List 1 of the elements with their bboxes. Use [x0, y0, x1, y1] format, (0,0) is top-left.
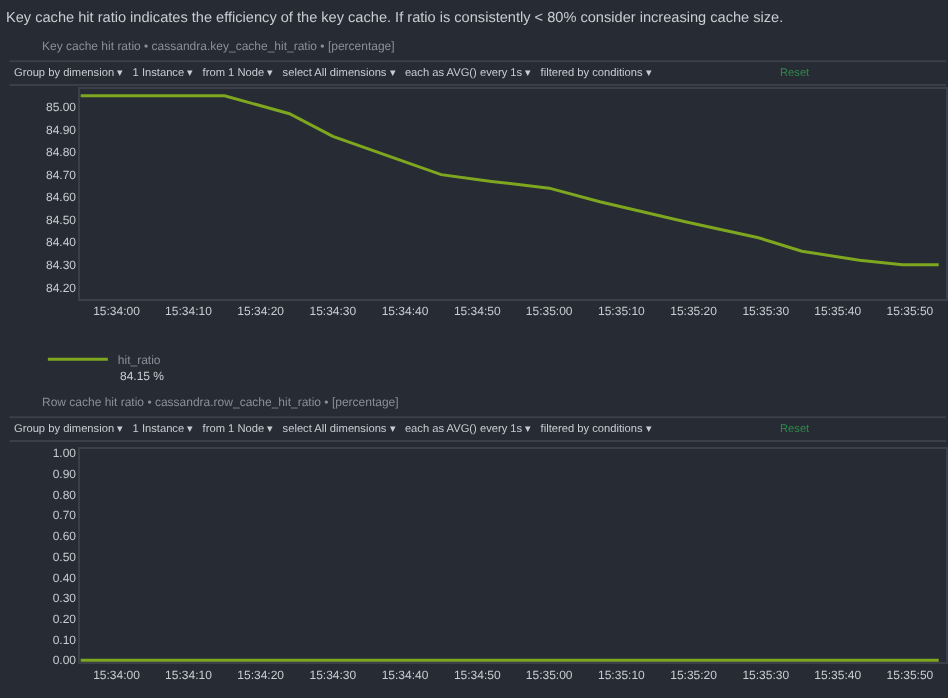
- line-series: [80, 94, 941, 267]
